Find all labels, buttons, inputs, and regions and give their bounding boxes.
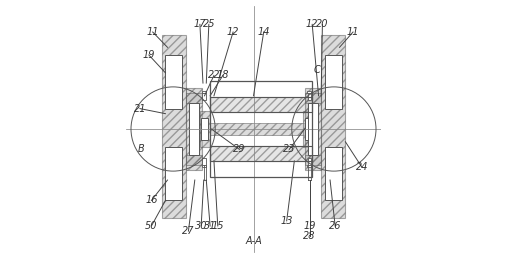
Bar xyxy=(186,93,202,103)
Text: B: B xyxy=(138,144,144,155)
Bar xyxy=(202,93,205,100)
Text: 24: 24 xyxy=(356,162,368,172)
Bar xyxy=(327,162,340,188)
Bar xyxy=(305,93,321,103)
Text: 16: 16 xyxy=(145,196,158,205)
Text: 17: 17 xyxy=(194,19,206,29)
Text: 31: 31 xyxy=(204,221,216,231)
Text: 22: 22 xyxy=(208,70,220,80)
Text: 20: 20 xyxy=(316,19,329,29)
Bar xyxy=(210,123,312,135)
Text: 11: 11 xyxy=(347,27,359,37)
Text: 25: 25 xyxy=(203,19,215,29)
Text: 11: 11 xyxy=(147,27,159,37)
Bar xyxy=(189,103,199,155)
Bar xyxy=(165,147,182,200)
Bar xyxy=(325,55,342,109)
Bar xyxy=(307,165,311,167)
Text: 23: 23 xyxy=(283,144,296,155)
Text: C: C xyxy=(314,65,321,75)
Bar xyxy=(162,35,186,218)
Text: 12: 12 xyxy=(227,27,239,37)
Bar xyxy=(210,97,312,112)
Text: 26: 26 xyxy=(329,221,341,231)
Bar xyxy=(327,70,340,96)
Bar xyxy=(186,88,202,170)
Text: 21: 21 xyxy=(134,103,146,114)
Bar xyxy=(167,70,180,96)
Text: 18: 18 xyxy=(216,70,229,80)
Text: 14: 14 xyxy=(258,27,270,37)
Bar xyxy=(305,117,312,141)
Text: 12: 12 xyxy=(306,19,318,29)
Text: A-A: A-A xyxy=(245,236,262,246)
Bar xyxy=(308,93,311,100)
Text: 19: 19 xyxy=(303,221,316,231)
Bar xyxy=(307,91,311,93)
Bar xyxy=(165,55,182,109)
Text: 19: 19 xyxy=(142,50,155,60)
Bar xyxy=(305,155,321,165)
Bar xyxy=(210,146,312,161)
Bar xyxy=(308,103,318,155)
Bar xyxy=(186,155,202,165)
Bar xyxy=(201,117,208,141)
Bar xyxy=(167,162,180,188)
Bar xyxy=(210,97,312,112)
Text: 50: 50 xyxy=(145,221,158,231)
Text: 30: 30 xyxy=(195,221,207,231)
Bar xyxy=(308,158,311,165)
Text: 13: 13 xyxy=(280,216,293,226)
Bar xyxy=(202,91,206,93)
Text: 27: 27 xyxy=(182,226,195,236)
Bar xyxy=(202,165,206,167)
Bar xyxy=(303,111,313,147)
Text: 28: 28 xyxy=(303,231,316,241)
Bar xyxy=(200,111,210,147)
Text: 29: 29 xyxy=(233,144,246,155)
Bar xyxy=(210,146,312,161)
Text: 15: 15 xyxy=(211,221,224,231)
Bar xyxy=(210,80,312,178)
Bar xyxy=(325,147,342,200)
Bar xyxy=(321,35,345,218)
Bar xyxy=(202,158,205,165)
Bar xyxy=(305,88,321,170)
